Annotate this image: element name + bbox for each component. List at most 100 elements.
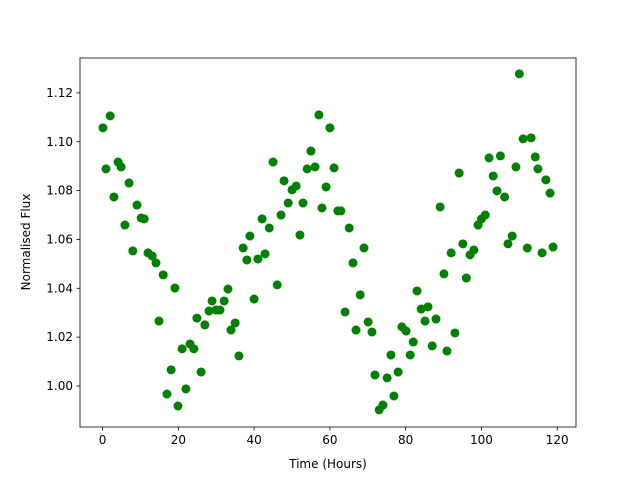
point (177, 344, 187, 354)
point (503, 239, 513, 249)
point (264, 223, 274, 233)
point (435, 202, 445, 212)
point (249, 294, 259, 304)
x-tick-label: 0 (99, 433, 107, 447)
point (132, 200, 142, 210)
point (495, 151, 505, 161)
point (302, 164, 312, 174)
point (412, 286, 422, 296)
point (518, 134, 528, 144)
point (427, 341, 437, 351)
point (215, 305, 225, 315)
point (162, 389, 172, 399)
point (170, 283, 180, 293)
point (514, 69, 524, 79)
point (450, 328, 460, 338)
point (219, 296, 229, 306)
y-tick-label: 1.02 (46, 330, 73, 344)
point (189, 344, 199, 354)
x-tick-label: 40 (246, 433, 261, 447)
point (351, 325, 361, 335)
point (98, 123, 108, 133)
y-tick-label: 1.00 (46, 379, 73, 393)
x-tick-label: 80 (398, 433, 413, 447)
point (279, 176, 289, 186)
point (420, 316, 430, 326)
x-axis-label: Time (Hours) (288, 457, 367, 471)
point (480, 210, 490, 220)
point (181, 384, 191, 394)
point (442, 346, 452, 356)
point (257, 214, 267, 224)
point (367, 327, 377, 337)
point (151, 258, 161, 268)
point (101, 164, 111, 174)
point (537, 248, 547, 258)
point (298, 198, 308, 208)
point (295, 230, 305, 240)
x-tick-label: 20 (171, 433, 186, 447)
point (120, 220, 130, 230)
point (166, 365, 176, 375)
point (158, 270, 168, 280)
point (488, 171, 498, 181)
point (533, 164, 543, 174)
x-tick-label: 60 (322, 433, 337, 447)
point (268, 157, 278, 167)
point (321, 182, 331, 192)
point (336, 206, 346, 216)
point (234, 351, 244, 361)
point (139, 214, 149, 224)
point (147, 251, 157, 261)
point (408, 337, 418, 347)
point (386, 350, 396, 360)
point (173, 401, 183, 411)
point (530, 152, 540, 162)
point (439, 269, 449, 279)
point (458, 239, 468, 249)
point (340, 307, 350, 317)
point (382, 373, 392, 383)
point (310, 162, 320, 172)
point (401, 326, 411, 336)
point (389, 391, 399, 401)
point (416, 304, 426, 314)
point (423, 302, 433, 312)
point (283, 198, 293, 208)
point (393, 367, 403, 377)
point (260, 249, 270, 259)
point (276, 210, 286, 220)
point (355, 290, 365, 300)
point (207, 296, 217, 306)
point (461, 273, 471, 283)
point (484, 153, 494, 163)
y-axis-label: Normalised Flux (19, 194, 33, 291)
point (314, 110, 324, 120)
point (116, 162, 126, 172)
point (109, 192, 119, 202)
point (329, 163, 339, 173)
point (446, 248, 456, 258)
point (317, 203, 327, 213)
point (306, 146, 316, 156)
point (200, 320, 210, 330)
point (128, 246, 138, 256)
point (154, 316, 164, 326)
point (272, 280, 282, 290)
axes-frame (79, 57, 577, 428)
point (500, 192, 510, 202)
point (548, 242, 558, 252)
point (370, 370, 380, 380)
point (238, 243, 248, 253)
point (105, 111, 115, 121)
point (223, 284, 233, 294)
y-tick-label: 1.06 (46, 232, 73, 246)
point (242, 255, 252, 265)
point (245, 231, 255, 241)
y-tick-label: 1.04 (46, 281, 73, 295)
point (511, 162, 521, 172)
point (230, 318, 240, 328)
point (204, 306, 214, 316)
